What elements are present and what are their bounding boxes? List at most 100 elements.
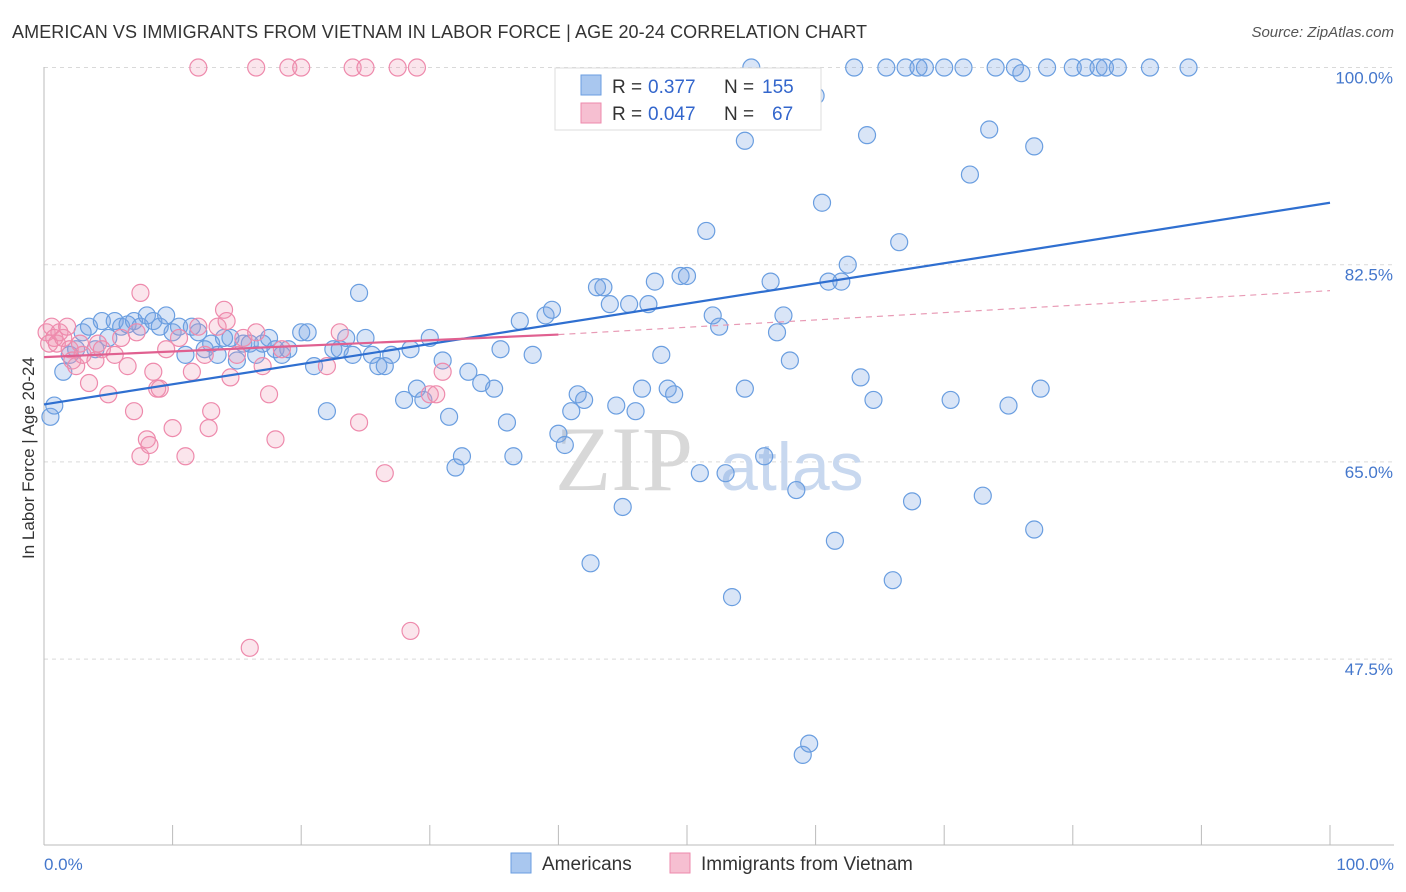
data-point [163,418,182,438]
data-point [703,306,722,325]
data-point [292,58,311,77]
data-point [112,328,131,348]
data-point [439,407,459,426]
data-point [780,351,799,370]
legend-n-label-2: N = [724,104,754,125]
data-point [394,390,414,410]
data-point [665,385,684,404]
data-point [217,311,236,331]
data-point [960,165,980,184]
data-point [388,58,407,77]
data-point [401,340,420,359]
data-point [735,379,754,398]
data-point [124,402,144,421]
data-point [626,402,645,421]
trend-line-dashed [558,290,1331,336]
data-point [716,464,735,483]
data-point [279,58,298,77]
data-point [144,362,163,381]
data-point [343,58,362,77]
data-point [176,345,195,364]
data-point [549,424,568,443]
data-point [118,357,137,376]
data-point [247,345,266,364]
data-point [427,385,446,404]
x-tick-right: 100.0% [1336,855,1394,874]
data-point [755,447,774,466]
data-point [272,340,292,359]
y-axis-label: In Labor Force | Age 20-24 [19,357,38,559]
data-point [189,58,208,77]
data-point [157,340,176,359]
legend-box: R = 0.377 N = 155 R = 0.047 N = 67 [554,67,822,131]
data-point [266,430,285,449]
data-point [497,413,517,432]
data-point [607,396,626,415]
data-points [37,58,1198,764]
data-point [761,272,780,291]
data-point [67,357,86,376]
data-point [189,317,208,336]
data-point [587,278,607,297]
data-point [697,221,716,241]
data-point [140,435,159,455]
data-point [510,311,529,331]
chart-title: AMERICAN VS IMMIGRANTS FROM VIETNAM IN L… [12,22,868,42]
data-point [857,126,877,145]
x-tick-left: 0.0% [44,855,83,874]
data-point [909,58,928,77]
legend-swatch-americans [580,74,602,96]
data-point [851,368,870,387]
data-point [767,323,787,342]
data-point [690,464,709,483]
data-point [1031,379,1050,398]
legend-r-vietnam: 0.047 [648,104,696,125]
data-point [491,340,510,359]
data-point [150,379,169,398]
data-point [279,340,298,359]
data-point [452,447,472,466]
data-point [915,58,935,77]
data-point [79,373,99,393]
data-point [774,306,793,325]
data-point [1025,137,1044,156]
data-point [349,283,369,302]
data-point [407,58,427,77]
data-point [671,266,690,286]
data-point [877,58,896,77]
data-point [575,390,594,410]
data-point [594,278,613,297]
data-point [41,407,60,426]
data-point [330,323,349,342]
data-point [317,357,337,376]
data-point [986,58,1005,77]
watermark-atlas: atlas [720,429,864,505]
legend-n-label: N = [724,77,754,98]
data-point [349,413,369,432]
source-label: Source: ZipAtlas.com [1251,24,1394,41]
data-point [240,638,259,657]
data-point [292,323,311,342]
data-point [1063,58,1082,77]
data-point [735,131,754,150]
data-point [980,120,999,139]
data-point [54,328,73,348]
data-point [1076,58,1095,77]
data-point [832,272,851,291]
bottom-legend-americans: Americans [542,854,632,875]
data-point [652,345,671,364]
data-point [1025,520,1044,539]
data-point [864,390,883,410]
data-point [883,571,902,590]
data-point [793,745,812,764]
data-point [259,385,279,404]
data-point [131,283,150,302]
data-point [317,402,337,421]
watermark-zip: ZIP [555,408,693,510]
data-point [825,531,844,550]
data-point [202,402,221,421]
data-point [562,402,581,421]
data-point [620,295,639,314]
legend-r-label-2: R = [612,104,642,125]
data-point [902,492,922,511]
